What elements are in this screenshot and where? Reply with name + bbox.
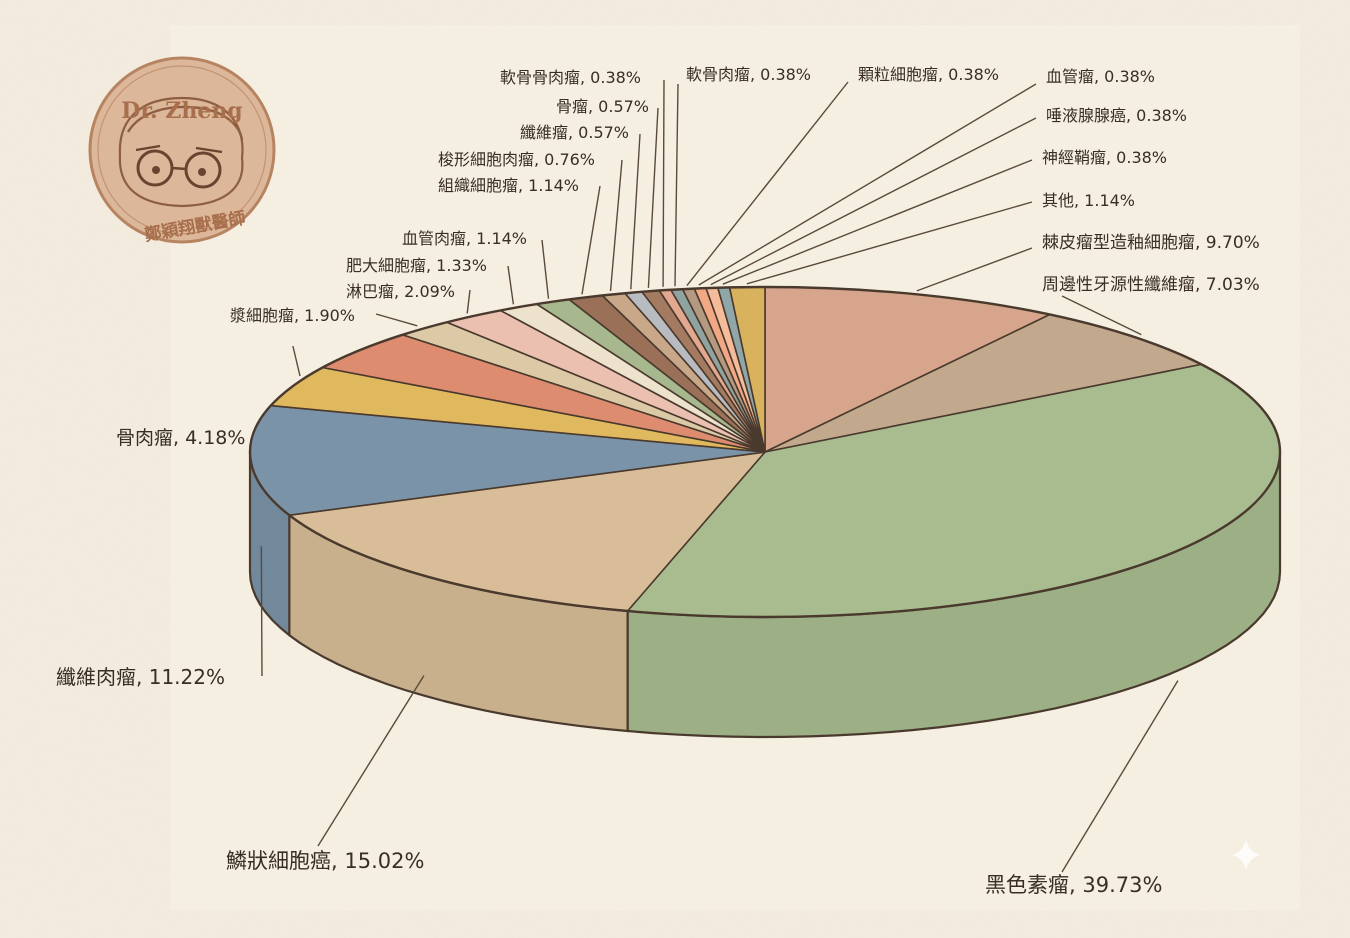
slice-label-神經鞘瘤: 神經鞘瘤, 0.38% xyxy=(1042,148,1167,167)
face-outline-icon xyxy=(118,96,244,208)
slice-label-顆粒細胞瘤: 顆粒細胞瘤, 0.38% xyxy=(858,65,999,84)
slice-label-軟骨肉瘤: 軟骨肉瘤, 0.38% xyxy=(686,65,811,84)
leader-神經鞘瘤 xyxy=(722,159,1033,285)
eye-right-icon xyxy=(198,168,206,176)
dr-zheng-logo: Dr. Zheng 鄭穎翔獸醫師 xyxy=(88,56,276,246)
slice-label-梭形細胞肉瘤: 梭形細胞肉瘤, 0.76% xyxy=(438,150,595,169)
slice-label-組織細胞瘤: 組織細胞瘤, 1.14% xyxy=(438,176,579,195)
sparkle-icon xyxy=(1232,840,1260,870)
leader-漿細胞瘤 xyxy=(375,313,418,327)
slice-label-黑色素瘤: 黑色素瘤, 39.73% xyxy=(985,873,1162,897)
slice-label-周邊性牙源性纖維瘤: 周邊性牙源性纖維瘤, 7.03% xyxy=(1042,275,1260,295)
leader-棘皮瘤型造釉細胞瘤 xyxy=(916,247,1033,292)
slice-label-骨肉瘤: 骨肉瘤, 4.18% xyxy=(116,427,245,449)
glasses-right-icon xyxy=(184,151,222,189)
leader-血管肉瘤 xyxy=(541,239,550,299)
eyebrows-icon xyxy=(135,144,223,154)
leader-骨肉瘤 xyxy=(292,345,301,377)
leader-肥大細胞瘤 xyxy=(507,265,515,305)
glasses-bridge-icon xyxy=(171,166,187,171)
slice-label-棘皮瘤型造釉細胞瘤: 棘皮瘤型造釉細胞瘤, 9.70% xyxy=(1042,233,1260,253)
leader-顆粒細胞瘤 xyxy=(686,81,849,287)
slice-label-軟骨骨肉瘤: 軟骨骨肉瘤, 0.38% xyxy=(500,68,641,87)
slice-label-其他: 其他, 1.14% xyxy=(1042,191,1135,210)
leader-淋巴瘤 xyxy=(466,289,471,314)
leader-梭形細胞肉瘤 xyxy=(609,159,623,292)
pie-side-walls xyxy=(248,450,1282,739)
hair-icon xyxy=(126,105,244,141)
leader-骨瘤 xyxy=(647,107,659,288)
slice-label-骨瘤: 骨瘤, 0.57% xyxy=(556,97,649,116)
leader-鱗狀細胞癌 xyxy=(317,675,425,847)
logo-inner-ring xyxy=(97,65,267,235)
eye-left-icon xyxy=(152,166,160,174)
leader-纖維瘤 xyxy=(630,133,641,290)
leader-其他 xyxy=(746,201,1033,285)
leader-黑色素瘤 xyxy=(1061,680,1179,873)
logo-name: Dr. Zheng xyxy=(121,98,242,124)
slice-label-漿細胞瘤: 漿細胞瘤, 1.90% xyxy=(230,306,355,325)
leader-唾液腺腺癌 xyxy=(710,117,1037,286)
slice-label-纖維瘤: 纖維瘤, 0.57% xyxy=(520,123,629,142)
leader-組織細胞瘤 xyxy=(581,185,601,295)
slice-label-纖維肉瘤: 纖維肉瘤, 11.22% xyxy=(56,665,225,689)
leader-軟骨骨肉瘤 xyxy=(662,79,665,287)
leader-軟骨肉瘤 xyxy=(674,83,679,287)
leader-血管瘤 xyxy=(698,83,1037,286)
leader-周邊性牙源性纖維瘤 xyxy=(1061,295,1142,336)
slice-label-唾液腺腺癌: 唾液腺腺癌, 0.38% xyxy=(1046,106,1187,125)
label-leader-lines xyxy=(260,79,1179,873)
slice-label-血管肉瘤: 血管肉瘤, 1.14% xyxy=(402,229,527,248)
pie-rim xyxy=(248,285,1282,619)
slice-label-淋巴瘤: 淋巴瘤, 2.09% xyxy=(346,282,455,301)
logo-badge xyxy=(88,56,276,244)
slice-label-血管瘤: 血管瘤, 0.38% xyxy=(1046,67,1155,86)
leader-纖維肉瘤 xyxy=(260,546,263,677)
slice-label-肥大細胞瘤: 肥大細胞瘤, 1.33% xyxy=(346,256,487,275)
pie-top-face xyxy=(248,285,1282,619)
slice-labels: 棘皮瘤型造釉細胞瘤, 9.70% 周邊性牙源性纖維瘤, 7.03% 黑色素瘤, 39… xyxy=(56,65,1260,897)
slice-label-鱗狀細胞癌: 鱗狀細胞癌, 15.02% xyxy=(226,849,424,873)
